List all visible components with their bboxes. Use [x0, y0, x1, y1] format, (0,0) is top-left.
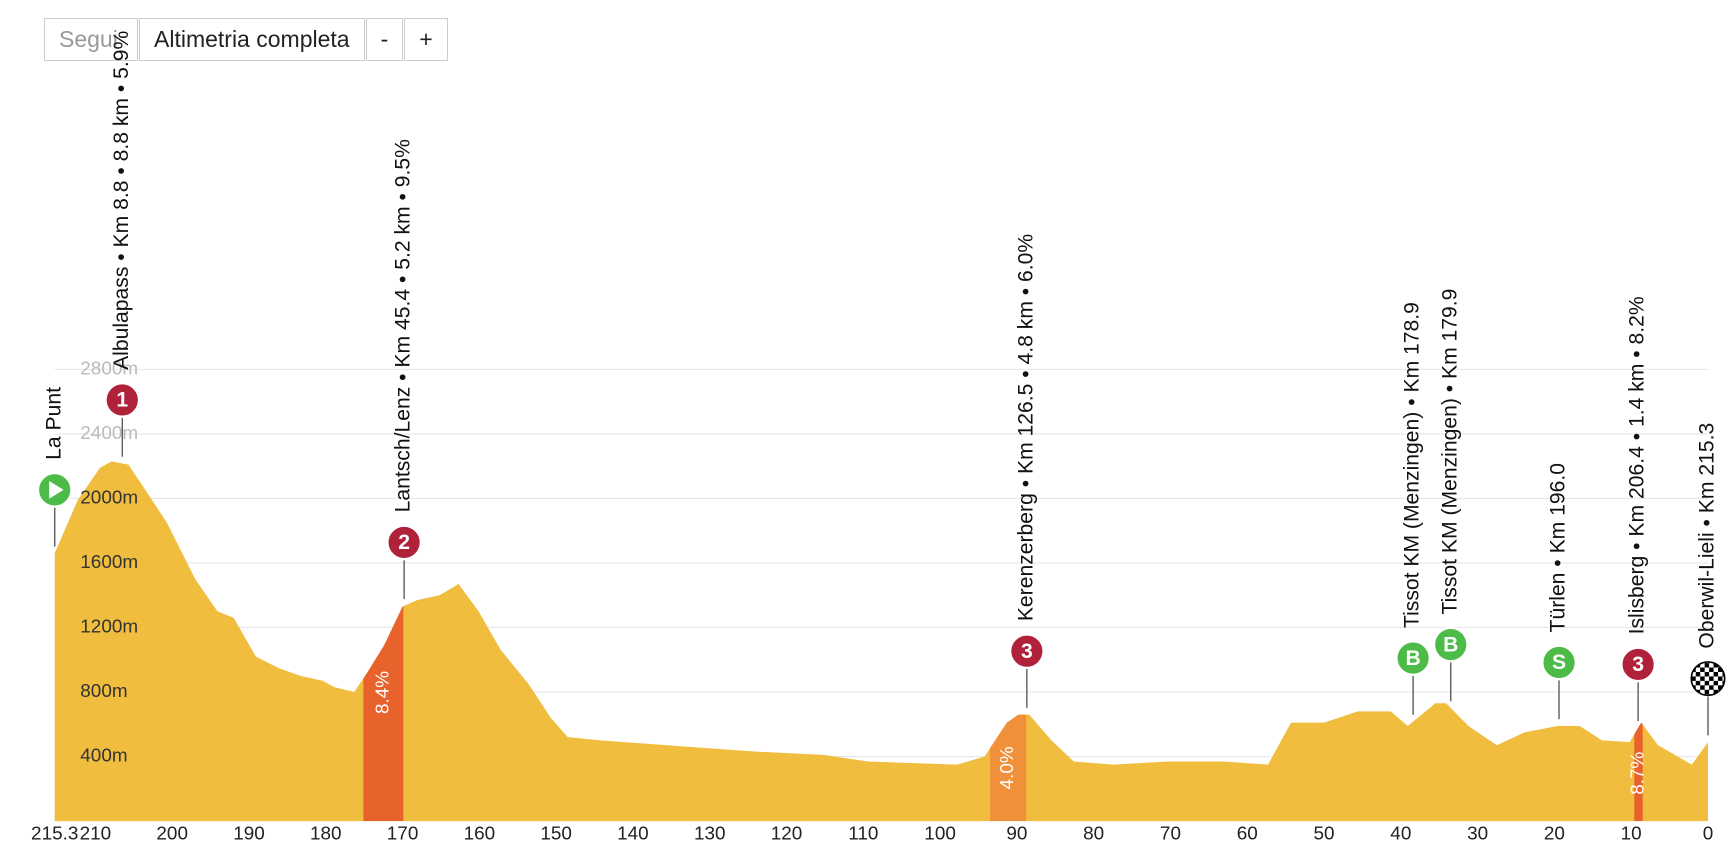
marker-badge: 1: [116, 389, 128, 412]
marker-circle: [1541, 644, 1577, 681]
x-tick-label: 215.3: [31, 823, 78, 844]
marker-circle: [36, 472, 73, 508]
y-tick-label: 2800m: [80, 358, 138, 379]
controls: Segui Altimetria completa - +: [44, 18, 449, 61]
gradient-label: 8.7%: [1627, 751, 1648, 794]
marker-badge: B: [1405, 647, 1420, 670]
y-tick-label: 800m: [80, 681, 127, 702]
elevation-area: [54, 461, 1708, 822]
climb-label: Lantsch/Lenz • Km 45.4 • 5.2 km • 9.5%: [392, 139, 415, 513]
x-tick-label: 90: [1006, 823, 1027, 844]
x-tick-label: 50: [1314, 823, 1335, 844]
x-tick-label: 100: [924, 823, 956, 844]
x-tick-label: 130: [694, 823, 726, 844]
x-tick-label: 140: [617, 823, 649, 844]
x-tick-label: 40: [1390, 823, 1411, 844]
x-tick-label: 150: [540, 823, 572, 844]
finish-marker: [1690, 661, 1726, 697]
x-tick-label: 160: [464, 823, 496, 844]
climb-label: La Punt: [42, 387, 65, 460]
x-tick-label: 120: [771, 823, 803, 844]
x-tick-label: 210: [80, 823, 112, 844]
marker-badge: 3: [1632, 653, 1644, 676]
x-tick-label: 30: [1467, 823, 1488, 844]
climb-label: Tissot KM (Menzingen) • Km 178.9: [1401, 302, 1424, 628]
x-tick-label: 20: [1544, 823, 1565, 844]
marker-badge: B: [1443, 633, 1458, 656]
y-tick-label: 2400m: [80, 423, 138, 444]
zoom-out-button[interactable]: -: [365, 18, 404, 61]
x-tick-label: 60: [1237, 823, 1258, 844]
x-tick-label: 170: [387, 823, 419, 844]
follow-button[interactable]: Segui: [44, 18, 138, 61]
marker-circle: [1620, 646, 1656, 683]
climb-label: Islisberg • Km 206.4 • 1.4 km • 8.2%: [1626, 296, 1649, 634]
climb-label: Albulapass • Km 8.8 • 8.8 km • 5.9%: [110, 30, 133, 369]
marker-badge: 3: [1021, 640, 1033, 663]
climb-label: Türlen • Km 196.0: [1547, 463, 1570, 632]
x-tick-label: 200: [156, 823, 188, 844]
x-tick-label: 80: [1083, 823, 1104, 844]
marker-circle: [1432, 626, 1469, 663]
zoom-in-button[interactable]: +: [404, 18, 448, 61]
climb-segment: [363, 606, 404, 822]
start-icon: [49, 480, 64, 499]
climb-label: Kerenzerberg • Km 126.5 • 4.8 km • 6.0%: [1014, 234, 1037, 622]
x-tick-label: 70: [1160, 823, 1181, 844]
gradient-label: 4.0%: [997, 746, 1018, 789]
climb-label: Oberwil-Lieli • Km 215.3: [1696, 423, 1719, 649]
marker-circle: [104, 382, 141, 418]
marker-circle: [1009, 633, 1045, 669]
marker-circle: [1395, 640, 1431, 676]
full-profile-button[interactable]: Altimetria completa: [139, 18, 365, 61]
x-tick-label: 190: [233, 823, 265, 844]
climb-segment: [1634, 722, 1643, 822]
x-tick-label: 0: [1703, 823, 1714, 844]
marker-badge: S: [1552, 651, 1566, 674]
y-tick-label: 400m: [80, 746, 127, 767]
x-tick-label: 10: [1621, 823, 1642, 844]
y-tick-label: 1200m: [80, 616, 138, 637]
marker-circle: [386, 524, 422, 561]
gradient-label: 8.4%: [372, 671, 393, 714]
y-tick-label: 1600m: [80, 552, 138, 573]
climb-segment: [990, 714, 1027, 822]
y-tick-label: 2000m: [80, 487, 138, 508]
x-tick-label: 180: [310, 823, 342, 844]
climb-label: Tissot KM (Menzingen) • Km 179.9: [1438, 289, 1461, 615]
x-tick-label: 110: [848, 823, 878, 844]
marker-badge: 2: [398, 531, 410, 554]
